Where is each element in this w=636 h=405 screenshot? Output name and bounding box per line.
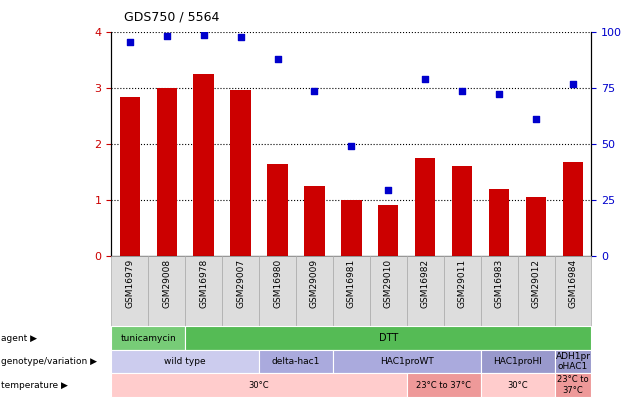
Text: GSM29012: GSM29012 xyxy=(532,259,541,308)
Text: tunicamycin: tunicamycin xyxy=(120,334,176,343)
Text: GSM29007: GSM29007 xyxy=(236,259,245,308)
Bar xyxy=(230,90,251,256)
Text: GSM16984: GSM16984 xyxy=(569,259,577,308)
Point xyxy=(272,56,282,62)
Point xyxy=(568,81,578,87)
Bar xyxy=(304,186,324,256)
Point xyxy=(346,142,356,149)
Text: GSM29010: GSM29010 xyxy=(384,259,393,308)
Point xyxy=(531,115,541,122)
Text: 23°C to
37°C: 23°C to 37°C xyxy=(557,375,589,395)
Text: GSM16981: GSM16981 xyxy=(347,259,356,308)
Text: DTT: DTT xyxy=(378,333,398,343)
Point xyxy=(235,34,245,40)
Text: 30°C: 30°C xyxy=(249,381,270,390)
Point xyxy=(494,91,504,97)
Bar xyxy=(415,158,436,256)
Point xyxy=(420,75,431,82)
Text: GSM29011: GSM29011 xyxy=(458,259,467,308)
Bar xyxy=(120,96,140,256)
Text: temperature ▶: temperature ▶ xyxy=(1,381,68,390)
Text: GSM16978: GSM16978 xyxy=(199,259,208,308)
Bar xyxy=(452,166,473,256)
Text: ADH1pr
oHAC1: ADH1pr oHAC1 xyxy=(555,352,590,371)
Point xyxy=(162,33,172,39)
Bar xyxy=(378,205,399,256)
Text: HAC1proWT: HAC1proWT xyxy=(380,357,434,366)
Bar xyxy=(526,197,546,256)
Bar xyxy=(193,74,214,256)
Bar xyxy=(156,88,177,256)
Text: wild type: wild type xyxy=(164,357,206,366)
Text: GSM29009: GSM29009 xyxy=(310,259,319,308)
Point xyxy=(457,87,467,94)
Bar xyxy=(489,189,509,256)
Text: GSM16979: GSM16979 xyxy=(125,259,134,308)
Text: genotype/variation ▶: genotype/variation ▶ xyxy=(1,357,97,366)
Text: 23°C to 37°C: 23°C to 37°C xyxy=(416,381,471,390)
Text: GSM16983: GSM16983 xyxy=(495,259,504,308)
Text: GDS750 / 5564: GDS750 / 5564 xyxy=(124,10,219,23)
Point xyxy=(384,187,394,194)
Text: agent ▶: agent ▶ xyxy=(1,334,38,343)
Text: delta-hac1: delta-hac1 xyxy=(272,357,320,366)
Point xyxy=(125,39,135,46)
Point xyxy=(309,87,319,94)
Text: HAC1proHI: HAC1proHI xyxy=(493,357,542,366)
Bar xyxy=(563,162,583,256)
Bar xyxy=(342,200,361,256)
Bar xyxy=(267,164,287,256)
Text: GSM29008: GSM29008 xyxy=(162,259,171,308)
Text: GSM16980: GSM16980 xyxy=(273,259,282,308)
Point xyxy=(198,32,209,38)
Text: 30°C: 30°C xyxy=(508,381,528,390)
Text: GSM16982: GSM16982 xyxy=(421,259,430,308)
